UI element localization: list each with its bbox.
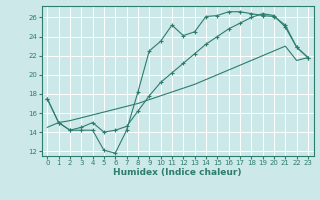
X-axis label: Humidex (Indice chaleur): Humidex (Indice chaleur) <box>113 168 242 177</box>
